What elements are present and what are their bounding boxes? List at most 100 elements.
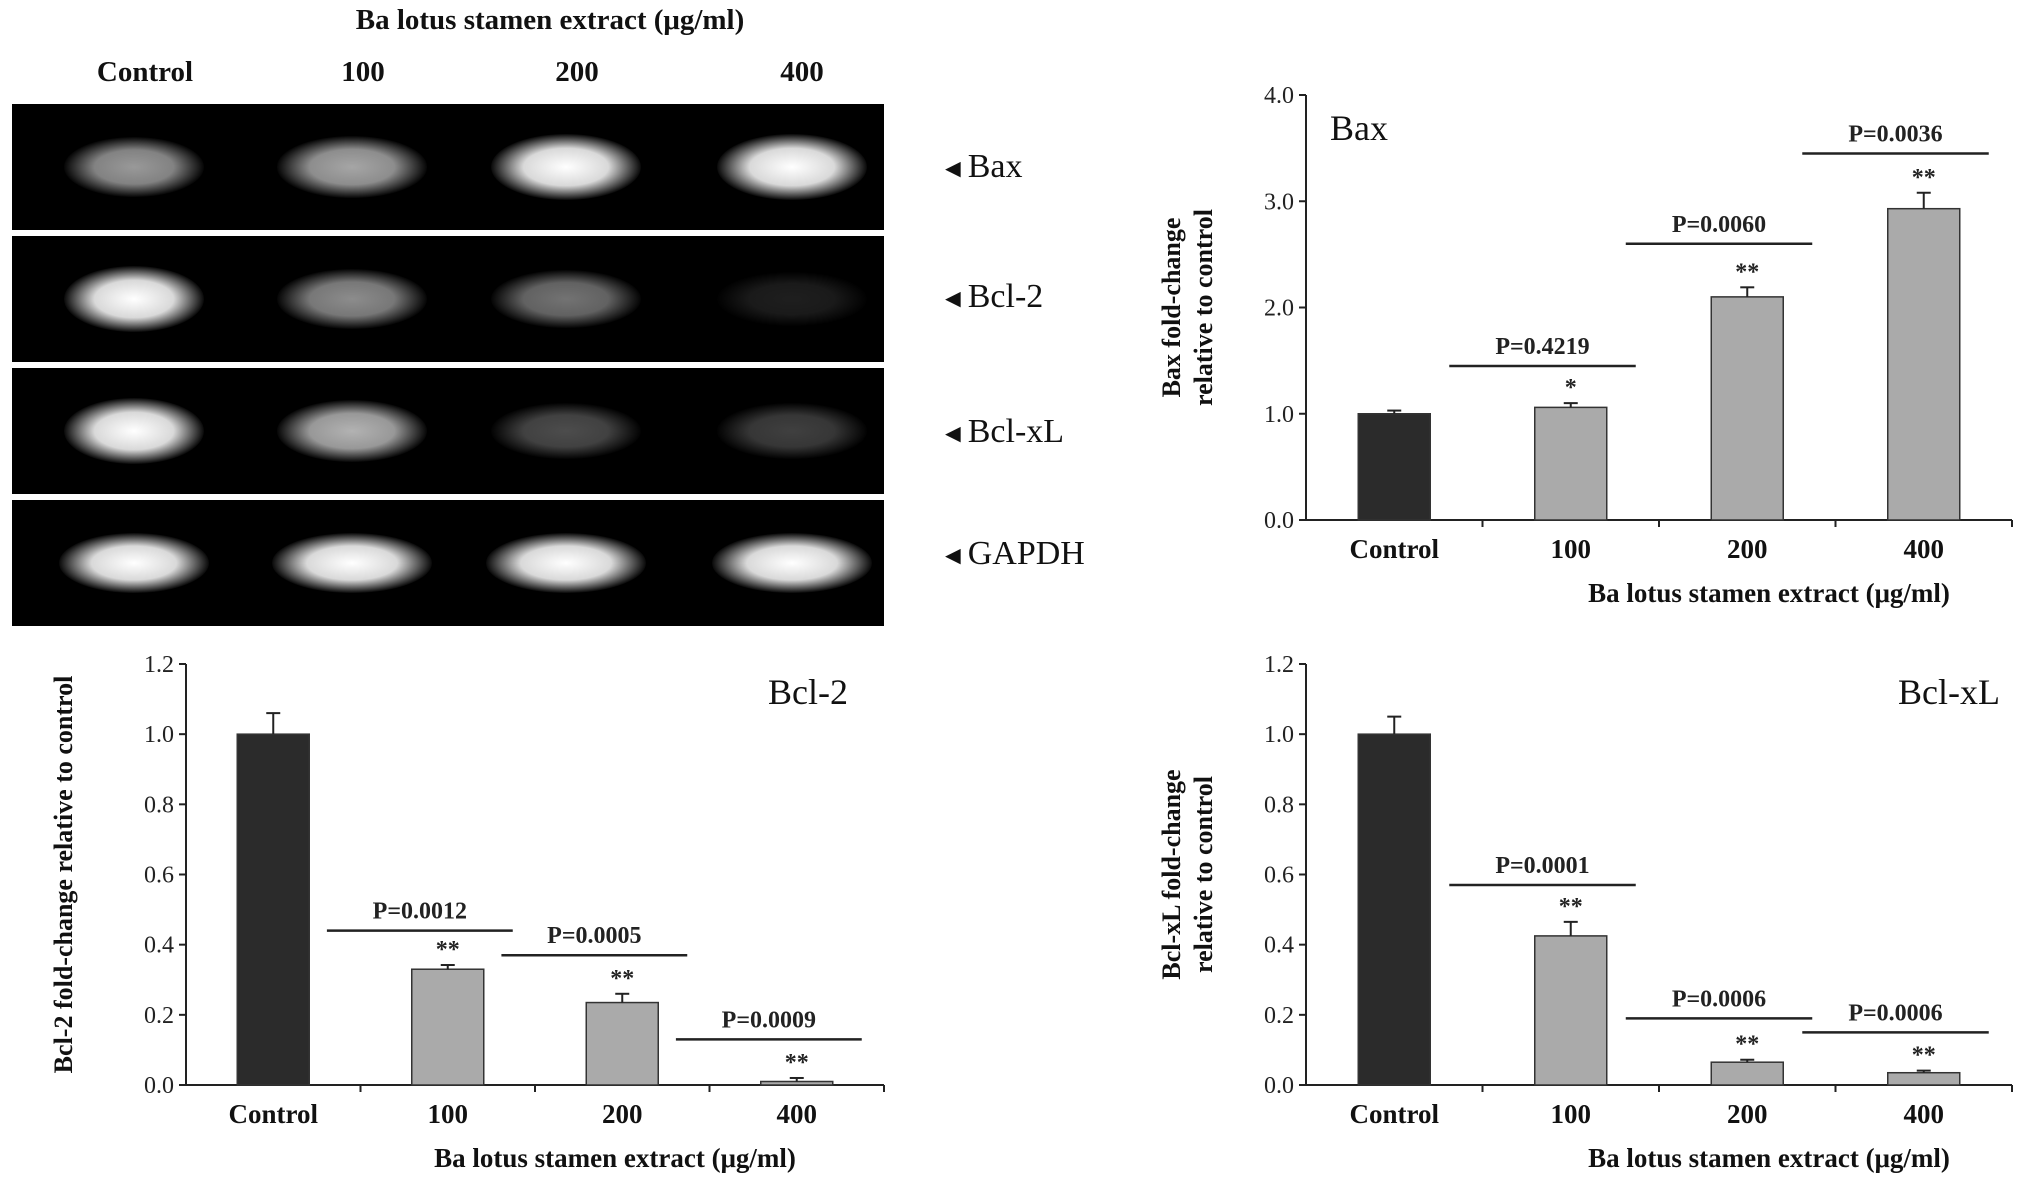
significance-label: ** bbox=[1912, 165, 1936, 191]
band-label-bclxl: ◄Bcl-xL bbox=[940, 413, 1064, 451]
gel-band bbox=[717, 272, 867, 326]
gel-band bbox=[64, 398, 204, 464]
bclxl-bar-chart: 0.0 0.2 0.4 0.6 0.8 1.0 1.2 Control ** P=0.0001 10… bbox=[1157, 652, 2013, 1173]
band-label-text: GAPDH bbox=[967, 535, 1085, 572]
gel-strip-bcl-2 bbox=[12, 236, 884, 362]
gel-band bbox=[491, 134, 641, 200]
lane-label-400: 400 bbox=[780, 56, 824, 88]
pvalue-label: P=0.0006 bbox=[1848, 1000, 1942, 1026]
x-tick-label: 100 bbox=[1551, 534, 1592, 564]
bar bbox=[1887, 1071, 1961, 1086]
band-label-text: Bcl-xL bbox=[967, 413, 1065, 450]
pvalue-label: P=0.0006 bbox=[1672, 986, 1766, 1012]
y-tick-label: 1.0 bbox=[1264, 402, 1294, 428]
gel-band bbox=[64, 136, 204, 198]
x-tick-label: 400 bbox=[1904, 1099, 1945, 1129]
gel-header: Ba lotus stamen extract (μg/ml) Control … bbox=[0, 0, 1140, 110]
gel-strip-bcl-xl bbox=[12, 368, 884, 494]
bar bbox=[1887, 207, 1961, 521]
significance-label: ** bbox=[1912, 1043, 1936, 1069]
bar bbox=[760, 1080, 834, 1086]
bar bbox=[585, 1001, 659, 1086]
y-tick-label: 0.6 bbox=[1264, 863, 1294, 889]
band-label-text: Bax bbox=[967, 148, 1023, 185]
chart-title: Bcl-2 bbox=[768, 672, 848, 712]
x-axis-label: Ba lotus stamen extract (μg/ml) bbox=[434, 1143, 796, 1173]
gel-band bbox=[59, 533, 209, 593]
arrow-left-icon: ◄ bbox=[940, 541, 966, 570]
pvalue-label: P=0.0005 bbox=[547, 923, 641, 949]
y-tick-label: 0.0 bbox=[144, 1073, 174, 1099]
y-tick-label: 0.0 bbox=[1264, 1073, 1294, 1099]
gel-band bbox=[491, 402, 641, 460]
bar bbox=[411, 968, 485, 1086]
gel-title: Ba lotus stamen extract (μg/ml) bbox=[355, 4, 745, 36]
significance-label: ** bbox=[785, 1050, 809, 1076]
gel-band bbox=[491, 269, 641, 329]
y-axis-label: Bcl-2 fold-change relative to control bbox=[49, 676, 78, 1074]
y-tick-label: 2.0 bbox=[1264, 296, 1294, 322]
y-tick-label: 1.0 bbox=[1264, 722, 1294, 748]
gel-image bbox=[12, 104, 884, 630]
x-tick-label: Control bbox=[1349, 534, 1439, 564]
gel-band bbox=[277, 400, 427, 462]
y-tick-label: 0.4 bbox=[144, 933, 174, 959]
y-axis-label: relative to control bbox=[1189, 209, 1218, 406]
y-tick-label: 4.0 bbox=[1264, 83, 1294, 109]
bcl2-bar-chart: 0.0 0.2 0.4 0.6 0.8 1.0 1.2 Control ** P=0.0012 10… bbox=[49, 652, 885, 1173]
arrow-left-icon: ◄ bbox=[940, 419, 966, 448]
y-tick-label: 0.8 bbox=[144, 792, 174, 818]
x-axis-label: Ba lotus stamen extract (μg/ml) bbox=[1588, 1143, 1950, 1173]
bar bbox=[1710, 1061, 1784, 1086]
lane-label-100: 100 bbox=[341, 56, 385, 88]
band-label-gapdh: ◄GAPDH bbox=[940, 535, 1085, 573]
y-axis-label: Bcl-xL fold-change bbox=[1157, 769, 1186, 979]
bar bbox=[1710, 296, 1784, 521]
gel-band bbox=[712, 533, 872, 593]
arrow-left-icon: ◄ bbox=[940, 154, 966, 183]
pvalue-label: P=0.0036 bbox=[1848, 121, 1942, 147]
y-axis-label: Bax fold-change bbox=[1157, 218, 1186, 398]
y-tick-label: 0.6 bbox=[144, 863, 174, 889]
x-tick-label: 400 bbox=[1904, 534, 1945, 564]
significance-label: ** bbox=[1735, 259, 1759, 285]
x-tick-label: Control bbox=[228, 1099, 318, 1129]
bax-bar-chart: 0.0 1.0 2.0 3.0 4.0 Control * P=0.4219 100 ** P=0.… bbox=[1157, 83, 2013, 608]
bar bbox=[1534, 935, 1608, 1086]
x-tick-label: 200 bbox=[1727, 1099, 1768, 1129]
x-tick-label: 400 bbox=[777, 1099, 818, 1129]
gel-band bbox=[277, 269, 427, 329]
pvalue-label: P=0.0060 bbox=[1672, 212, 1766, 238]
gel-band bbox=[486, 533, 646, 593]
gel-strip-bax bbox=[12, 104, 884, 230]
bar bbox=[236, 733, 310, 1086]
gel-band bbox=[277, 136, 427, 198]
x-tick-label: 200 bbox=[602, 1099, 643, 1129]
y-tick-label: 0.0 bbox=[1264, 508, 1294, 534]
band-label-bax: ◄Bax bbox=[940, 148, 1023, 186]
y-tick-label: 3.0 bbox=[1264, 189, 1294, 215]
y-tick-label: 0.4 bbox=[1264, 933, 1294, 959]
pvalue-label: P=0.0009 bbox=[722, 1007, 816, 1033]
bar bbox=[1357, 413, 1431, 521]
x-tick-label: 100 bbox=[1551, 1099, 1592, 1129]
significance-label: ** bbox=[436, 937, 460, 963]
x-tick-label: 200 bbox=[1727, 534, 1768, 564]
lane-label-200: 200 bbox=[555, 56, 599, 88]
gel-strip-gapdh bbox=[12, 500, 884, 626]
band-label-bcl2: ◄Bcl-2 bbox=[940, 278, 1043, 316]
arrow-left-icon: ◄ bbox=[940, 284, 966, 313]
y-tick-label: 1.2 bbox=[1264, 652, 1294, 678]
y-axis-label: relative to control bbox=[1189, 776, 1218, 973]
significance-label: ** bbox=[1735, 1032, 1759, 1058]
y-tick-label: 1.2 bbox=[144, 652, 174, 678]
x-tick-label: Control bbox=[1349, 1099, 1439, 1129]
gel-band bbox=[717, 134, 867, 200]
y-tick-label: 0.8 bbox=[1264, 792, 1294, 818]
y-tick-label: 0.2 bbox=[1264, 1003, 1294, 1029]
bar bbox=[1357, 733, 1431, 1086]
y-tick-label: 1.0 bbox=[144, 722, 174, 748]
gel-band bbox=[64, 266, 204, 332]
lane-label-control: Control bbox=[96, 56, 194, 88]
gel-band bbox=[717, 403, 867, 459]
